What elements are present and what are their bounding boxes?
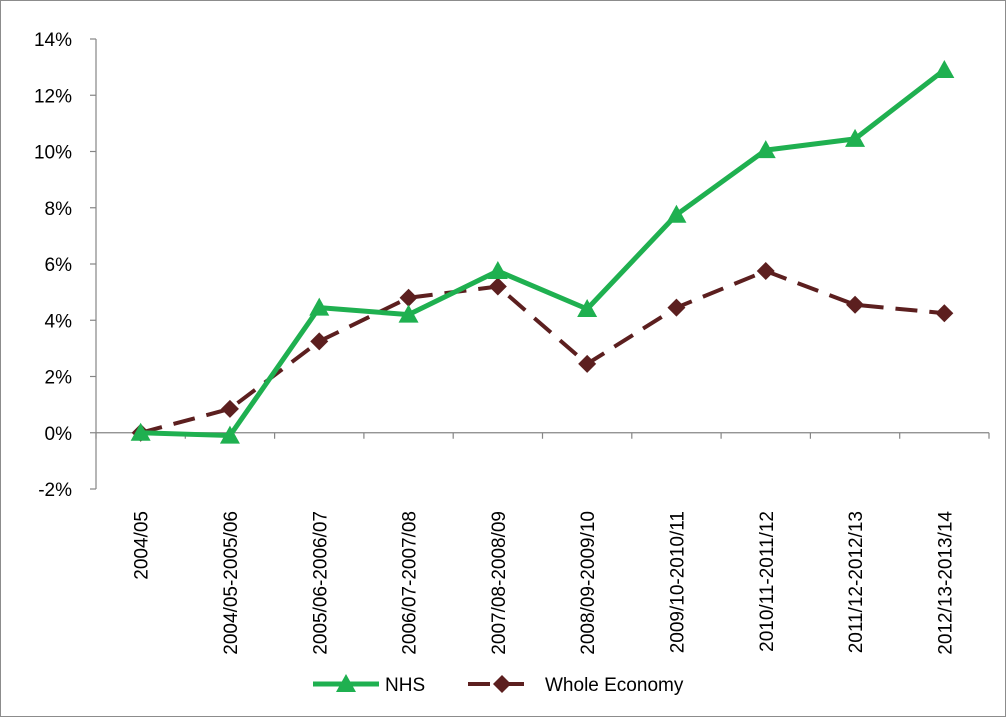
data-point <box>309 297 330 316</box>
data-point <box>578 354 597 373</box>
data-point <box>577 299 598 317</box>
legend: NHS Whole Economy <box>313 674 684 696</box>
data-point <box>756 262 775 281</box>
data-point <box>666 204 687 223</box>
data-point <box>219 425 240 444</box>
data-point <box>935 304 954 323</box>
y-tick-label: 2% <box>45 368 73 389</box>
x-tick-label: 2006/07-2007/08 <box>400 511 421 655</box>
x-tick-label: 2008/09-2009/10 <box>578 511 599 655</box>
legend-item-nhs: NHS <box>313 674 425 696</box>
data-point <box>755 140 776 159</box>
series-nhs <box>130 59 955 444</box>
y-tick-label: 0% <box>45 424 73 445</box>
x-ticks: 2004/05 2004/05-2005/06 2005/06-2006/07 200… <box>95 432 990 655</box>
series-line <box>140 269 945 435</box>
series-layer <box>130 59 955 444</box>
x-tick-label: 2004/05-2005/06 <box>221 511 242 655</box>
data-point <box>488 277 507 296</box>
y-tick-label: 6% <box>45 255 73 276</box>
data-point <box>399 288 418 307</box>
data-point <box>220 399 239 418</box>
y-tick-label: 14% <box>34 30 72 51</box>
y-tick-label: 4% <box>45 311 73 332</box>
x-tick-label: 2012/13-2013/14 <box>935 511 956 655</box>
legend-marker <box>493 675 511 693</box>
y-tick-label: 8% <box>45 199 73 220</box>
x-tick-label: 2011/12-2012/13 <box>846 511 867 653</box>
y-tick-label: 10% <box>34 143 72 164</box>
data-point <box>934 59 955 78</box>
data-point <box>487 261 508 280</box>
x-tick-label: 2005/06-2006/07 <box>310 511 331 655</box>
data-point <box>667 298 686 317</box>
y-ticks: -2% 0% 2% 4% 6% 8% 10% 12% 14% <box>34 30 96 501</box>
series-line <box>140 67 946 439</box>
x-tick-label: 2010/11-2011/12 <box>757 511 778 652</box>
data-point <box>398 304 419 323</box>
legend-item-whole-economy: Whole Economy <box>468 675 684 696</box>
data-point <box>310 332 329 351</box>
data-point <box>130 422 151 441</box>
y-tick-label: 12% <box>34 86 72 107</box>
legend-marker <box>336 674 356 692</box>
data-point <box>846 295 865 314</box>
x-tick-label: 2004/05 <box>132 511 153 580</box>
x-tick-label: 2009/10-2010/11 <box>667 511 688 653</box>
data-point <box>845 128 866 147</box>
axes <box>95 39 989 489</box>
x-tick-label: 2007/08-2008/09 <box>489 511 510 655</box>
y-tick-label: -2% <box>38 480 72 501</box>
legend-label: Whole Economy <box>545 675 684 696</box>
legend-label: NHS <box>385 675 425 696</box>
